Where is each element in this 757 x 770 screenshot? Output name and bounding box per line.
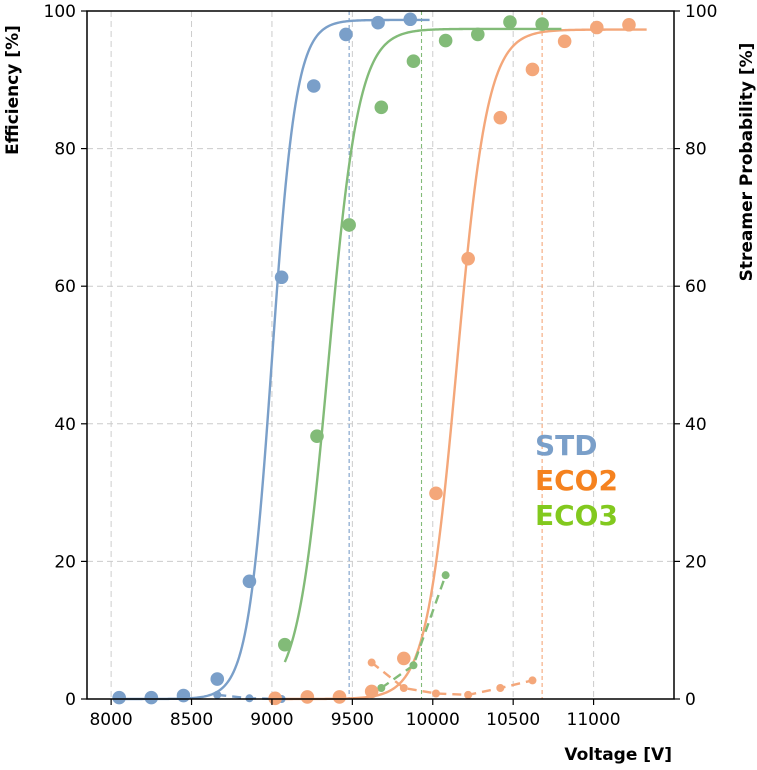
- y2-tick-label: 40: [685, 415, 707, 435]
- eco3-efficiency-point: [278, 637, 292, 652]
- x-tick-label: 9500: [331, 710, 374, 730]
- eco2-efficiency-point: [364, 684, 379, 699]
- eco2-streamer-point: [431, 689, 440, 698]
- y2-tick-label: 60: [685, 277, 707, 297]
- y-tick-label: 40: [54, 415, 76, 435]
- eco3-efficiency-point: [310, 429, 324, 443]
- eco2-fit-curve: [275, 28, 647, 701]
- x-tick-label: 8000: [89, 710, 132, 730]
- eco2-streamer-point: [464, 690, 473, 699]
- eco3-efficiency-point: [438, 33, 453, 48]
- eco2-efficiency-point: [557, 34, 572, 49]
- std-efficiency-point: [371, 15, 385, 30]
- eco3-efficiency-point: [503, 15, 517, 29]
- y-tick-label: 60: [54, 277, 76, 297]
- y2-tick-label: 20: [685, 552, 707, 572]
- eco2-efficiency-point: [493, 110, 508, 125]
- eco3-efficiency-point: [470, 27, 485, 42]
- x-tick-label: 10500: [486, 710, 540, 730]
- eco2-efficiency-point: [429, 486, 443, 501]
- std-efficiency-point: [306, 79, 321, 93]
- eco3-efficiency-point: [406, 54, 421, 69]
- std-fit-curve: [119, 18, 430, 701]
- axis-ticks: 8000 8500 9000 9500 10000 10500 11000 0 0 20 20 40 4…: [44, 2, 718, 730]
- std-efficiency-point: [403, 12, 418, 27]
- y2-axis-title: Streamer Probability [%]: [737, 43, 757, 282]
- eco2-streamer-point: [367, 658, 376, 667]
- std-streamer-point: [213, 690, 222, 699]
- y-tick-label: 20: [54, 552, 76, 572]
- std-efficiency-point: [176, 688, 191, 703]
- eco2-efficiency-point: [300, 690, 315, 704]
- efficiency-points: [112, 12, 636, 706]
- legend-label-std: STD: [535, 429, 598, 462]
- grid: [87, 10, 674, 700]
- eco3-streamer-point: [409, 661, 418, 670]
- eco2-efficiency-point: [397, 651, 411, 666]
- std-efficiency-point: [210, 672, 225, 686]
- working-point-lines: [348, 11, 543, 699]
- eco3-efficiency-point: [374, 100, 389, 115]
- y-tick-label: 0: [65, 690, 76, 710]
- std-efficiency-point: [112, 690, 126, 705]
- legend-label-eco3: ECO3: [535, 499, 618, 532]
- y2-tick-label: 80: [685, 140, 707, 160]
- y2-tick-label: 0: [685, 690, 696, 710]
- std-efficiency-point: [144, 690, 159, 705]
- y-tick-label: 80: [54, 140, 76, 160]
- y-axis-title: Efficiency [%]: [3, 25, 23, 155]
- eco2-efficiency-point: [590, 20, 604, 35]
- eco2-efficiency-point: [332, 690, 347, 704]
- eco2-streamer-point: [399, 683, 408, 692]
- x-axis-title: Voltage [V]: [564, 745, 672, 765]
- eco2-efficiency-point: [461, 251, 475, 266]
- fit-curves: [119, 18, 647, 701]
- y2-tick-label: 100: [685, 2, 717, 22]
- y-tick-label: 100: [44, 2, 76, 22]
- legend-label-eco2: ECO2: [535, 464, 618, 497]
- eco3-streamer-line: [380, 574, 447, 689]
- plot-frame: [86, 10, 675, 700]
- eco2-streamer-point: [528, 676, 537, 685]
- eco3-streamer-point: [377, 683, 386, 692]
- eco2-efficiency-point: [622, 17, 636, 32]
- eco3-efficiency-point: [535, 17, 549, 31]
- eco3-streamer-point: [441, 571, 450, 580]
- eco2-streamer-point: [496, 683, 505, 692]
- x-tick-label: 8500: [170, 710, 213, 730]
- std-efficiency-point: [274, 270, 289, 285]
- x-tick-label: 9000: [250, 710, 293, 730]
- eco2-streamer-line: [370, 661, 533, 697]
- eco3-fit-curve: [283, 27, 562, 663]
- eco2-efficiency-point: [525, 62, 540, 77]
- std-efficiency-point: [339, 27, 353, 42]
- x-tick-label: 11000: [567, 710, 621, 730]
- std-efficiency-point: [242, 574, 257, 589]
- eco3-efficiency-point: [342, 218, 356, 232]
- x-tick-label: 10000: [406, 710, 460, 730]
- streamer-series: [213, 571, 537, 703]
